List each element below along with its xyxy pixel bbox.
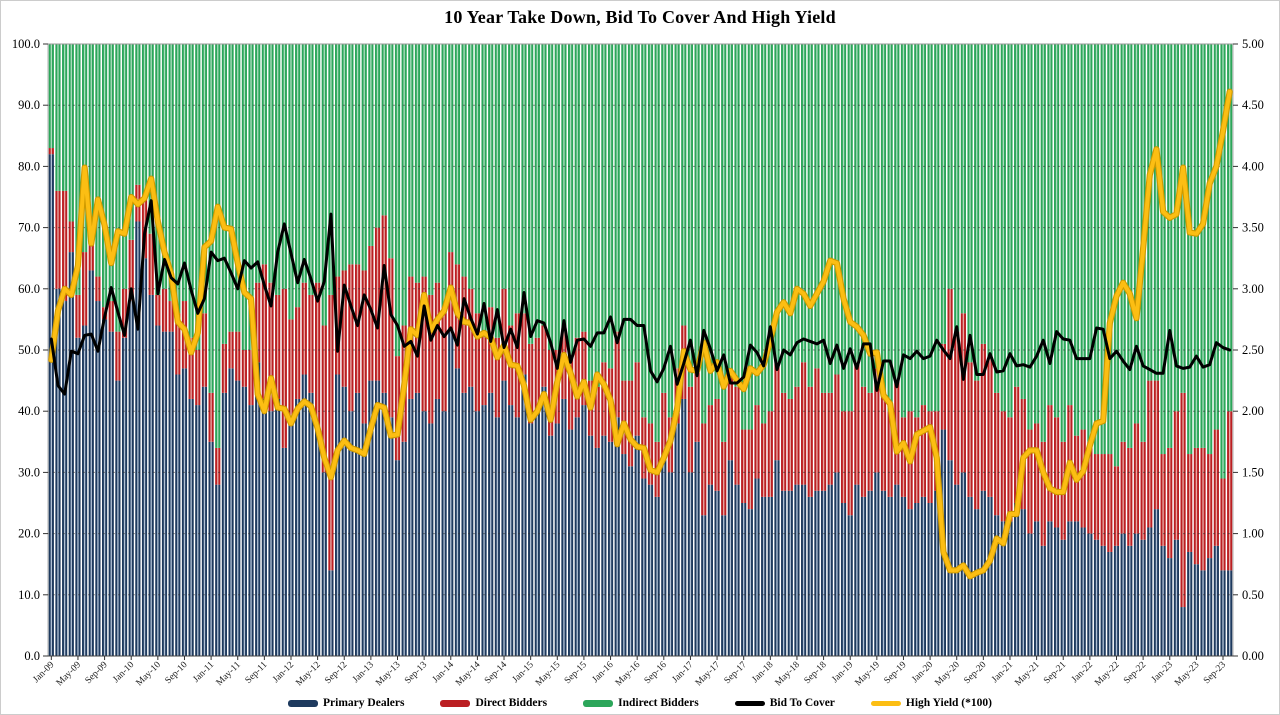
svg-text:0.0: 0.0 [24,649,40,663]
svg-text:Jan-16: Jan-16 [591,660,616,685]
left-axis-labels: 0.0 10.0 20.0 30.0 40.0 50.0 60.0 70.0 80.0 90.0 1… [12,37,48,663]
svg-text:0.50: 0.50 [1242,588,1264,602]
svg-text:2.00: 2.00 [1242,404,1264,418]
svg-text:3.50: 3.50 [1242,221,1264,235]
svg-text:Sep-23: Sep-23 [1202,660,1228,686]
legend-item-indirect-bidders: Indirect Bidders [583,697,699,709]
svg-text:20.0: 20.0 [18,527,40,541]
legend-item-bid-to-cover: Bid To Cover [734,697,835,709]
svg-text:May-22: May-22 [1093,660,1122,689]
svg-text:Jan-23: Jan-23 [1150,660,1175,685]
legend-item-primary-dealers: Primary Dealers [288,697,404,709]
svg-text:May-18: May-18 [774,660,803,689]
bid-to-cover-line [49,199,1232,396]
svg-text:1.50: 1.50 [1242,465,1264,479]
svg-text:60.0: 60.0 [18,282,40,296]
svg-text:May-09: May-09 [55,660,84,689]
svg-text:90.0: 90.0 [18,98,40,112]
indirect-bidders-swatch-icon [583,699,614,707]
legend-item-direct-bidders: Direct Bidders [440,697,547,709]
right-axis-labels: 0.00 0.50 1.00 1.50 2.00 2.50 3.00 3.50 4.00 4.50… [1233,37,1264,663]
svg-text:Jan-21: Jan-21 [990,660,1015,685]
legend-label: Indirect Bidders [618,697,699,709]
svg-text:Jan-20: Jan-20 [910,660,935,685]
svg-text:30.0: 30.0 [18,465,40,479]
svg-text:May-14: May-14 [454,660,483,689]
svg-text:May-12: May-12 [294,660,323,689]
primary-dealers-swatch-icon [288,699,319,707]
svg-text:Sep-11: Sep-11 [244,660,270,686]
svg-text:1.00: 1.00 [1242,527,1264,541]
svg-text:Jan-22: Jan-22 [1070,660,1095,685]
svg-text:Jan-19: Jan-19 [830,660,855,685]
svg-text:3.00: 3.00 [1242,282,1264,296]
svg-text:May-11: May-11 [215,660,243,688]
svg-text:Sep-09: Sep-09 [84,660,110,686]
svg-text:Jan-15: Jan-15 [511,660,536,685]
svg-text:Jan-10: Jan-10 [111,660,136,685]
legend-label: Primary Dealers [323,697,405,709]
svg-text:May-20: May-20 [933,660,962,689]
svg-text:70.0: 70.0 [18,221,40,235]
svg-text:May-23: May-23 [1173,660,1202,689]
svg-text:4.00: 4.00 [1242,159,1264,173]
legend-label: Direct Bidders [475,697,548,709]
svg-text:40.0: 40.0 [18,404,40,418]
svg-text:Sep-18: Sep-18 [803,660,829,686]
legend: Primary Dealers Direct Bidders Indirect … [1,697,1279,709]
legend-item-high-yield: High Yield (*100) [870,697,992,709]
svg-text:Sep-17: Sep-17 [723,660,749,686]
svg-text:10.0: 10.0 [18,588,40,602]
svg-text:80.0: 80.0 [18,159,40,173]
svg-text:Sep-20: Sep-20 [962,660,988,686]
svg-text:2.50: 2.50 [1242,343,1264,357]
svg-text:May-13: May-13 [374,660,403,689]
svg-text:Sep-21: Sep-21 [1042,660,1068,686]
svg-text:50.0: 50.0 [18,343,40,357]
svg-text:May-10: May-10 [135,660,164,689]
chart-title: 10 Year Take Down, Bid To Cover And High… [444,7,836,27]
svg-text:0.00: 0.00 [1242,649,1264,663]
svg-text:Sep-14: Sep-14 [483,660,509,686]
svg-text:100.0: 100.0 [12,37,40,51]
svg-text:Sep-19: Sep-19 [883,660,909,686]
svg-text:Sep-22: Sep-22 [1122,660,1148,686]
svg-text:Sep-13: Sep-13 [403,660,429,686]
svg-text:Jan-12: Jan-12 [271,660,296,685]
svg-text:Jan-11: Jan-11 [191,660,216,685]
bid-to-cover-line-icon [734,700,765,706]
svg-text:Sep-15: Sep-15 [563,660,589,686]
high-yield-line [48,88,1233,580]
high-yield-line-icon [870,700,901,706]
svg-text:5.00: 5.00 [1242,37,1264,51]
svg-text:May-21: May-21 [1013,660,1042,689]
svg-text:Sep-16: Sep-16 [643,660,669,686]
legend-label: Bid To Cover [769,697,835,709]
direct-bidders-swatch-icon [440,699,471,707]
svg-text:Jan-17: Jan-17 [671,660,696,685]
svg-text:Jan-13: Jan-13 [351,660,376,685]
svg-text:Jan-09: Jan-09 [31,660,56,685]
svg-text:May-17: May-17 [694,660,723,689]
svg-text:Sep-12: Sep-12 [323,660,349,686]
svg-text:Jan-14: Jan-14 [431,660,456,685]
svg-text:4.50: 4.50 [1242,98,1264,112]
svg-text:May-15: May-15 [534,660,563,689]
svg-text:May-19: May-19 [854,660,883,689]
svg-text:May-16: May-16 [614,660,643,689]
svg-text:Jan-18: Jan-18 [750,660,775,685]
legend-label: High Yield (*100) [905,697,992,709]
svg-text:Sep-10: Sep-10 [164,660,190,686]
